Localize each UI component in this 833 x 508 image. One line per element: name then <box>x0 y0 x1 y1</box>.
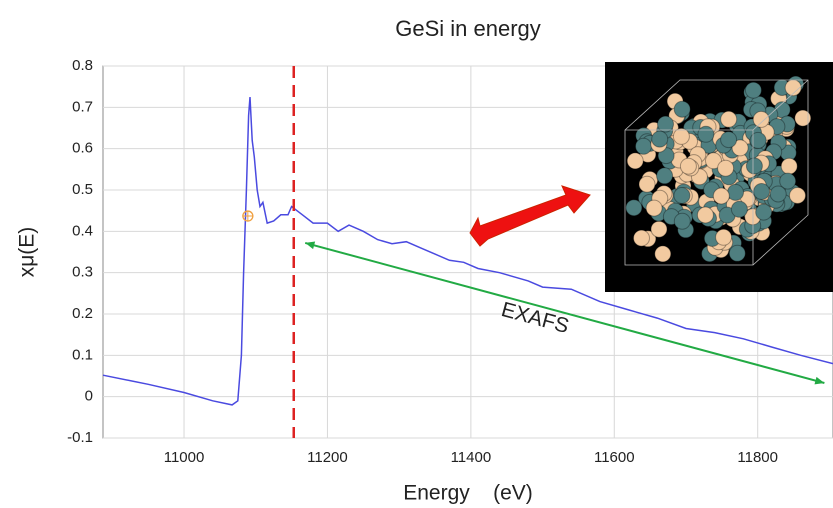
atom <box>756 204 772 220</box>
inset-image <box>605 62 833 292</box>
page: {"chart_data": {"type": "line", "title":… <box>0 0 833 508</box>
x-tick-label: 11200 <box>307 449 348 466</box>
atom <box>713 188 729 204</box>
x-tick-label: 11000 <box>164 449 205 466</box>
atom <box>680 158 696 174</box>
atom <box>750 132 766 148</box>
atom <box>718 160 734 176</box>
y-tick-label: 0.4 <box>72 222 93 239</box>
atom <box>674 213 690 229</box>
atom <box>745 82 761 98</box>
atom <box>698 126 714 142</box>
atom <box>731 201 747 217</box>
atom <box>636 138 652 154</box>
atom <box>770 186 786 202</box>
y-tick-label: -0.1 <box>67 429 93 446</box>
atom <box>697 207 713 223</box>
atom <box>657 168 673 184</box>
atom <box>721 111 737 127</box>
y-tick-label: 0.2 <box>72 305 93 322</box>
atom <box>674 188 690 204</box>
atom <box>627 153 643 169</box>
atom <box>716 229 732 245</box>
y-tick-label: 0.7 <box>72 98 93 115</box>
atom <box>721 132 737 148</box>
atom <box>674 101 690 117</box>
atom <box>746 158 762 174</box>
atom <box>634 230 650 246</box>
x-tick-label: 11400 <box>451 449 492 466</box>
y-tick-label: 0.5 <box>72 181 93 198</box>
atom <box>753 111 769 127</box>
atom <box>651 221 667 237</box>
atom <box>673 128 689 144</box>
y-axis-label: xμ(E) <box>16 227 39 278</box>
atom <box>790 188 806 204</box>
y-tick-label: 0.6 <box>72 140 93 157</box>
y-tick-label: 0.3 <box>72 264 93 281</box>
atom <box>646 200 662 216</box>
atom <box>729 245 745 261</box>
x-tick-label: 11800 <box>737 449 778 466</box>
y-tick-label: 0 <box>85 388 93 405</box>
atom <box>639 176 655 192</box>
y-tick-label: 0.8 <box>72 57 93 74</box>
atom <box>626 200 642 216</box>
x-axis-label: Energy (eV) <box>403 482 533 505</box>
atom <box>655 246 671 262</box>
atom <box>754 184 770 200</box>
x-tick-label: 11600 <box>594 449 635 466</box>
chart-title: GeSi in energy <box>395 16 541 41</box>
atom <box>652 131 668 147</box>
y-tick-label: 0.1 <box>72 346 93 363</box>
atom <box>781 158 797 174</box>
chart: GeSi in energy Energy (eV) xμ(E) -0.1 0 0.… <box>0 0 833 508</box>
atom <box>728 184 744 200</box>
